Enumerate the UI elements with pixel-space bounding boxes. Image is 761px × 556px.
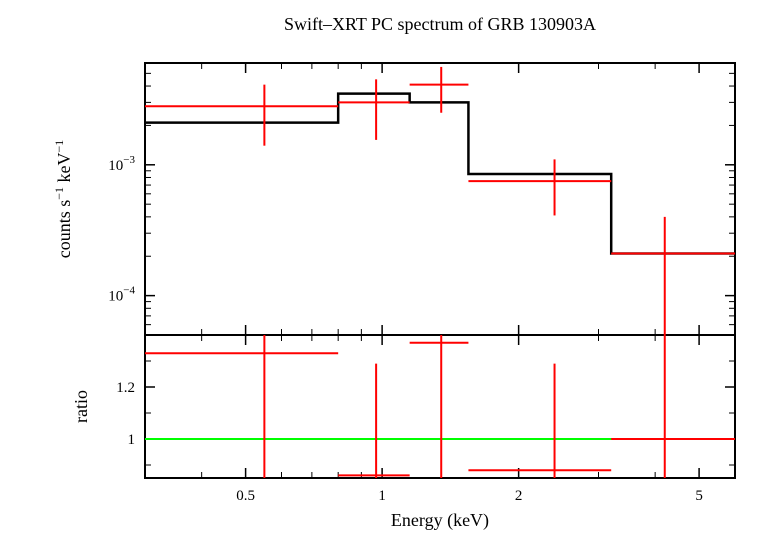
y-axis-label-bottom: ratio <box>71 390 91 423</box>
top-data-group <box>145 67 735 364</box>
bottom-data-group <box>145 192 735 556</box>
x-axis-label: Energy (keV) <box>391 510 489 531</box>
y-axis-label-top: counts s−1 keV−1 <box>52 140 74 259</box>
y-tick-label-top: 10−3 <box>108 154 135 174</box>
y-tick-label-top: 10−4 <box>108 285 135 305</box>
x-tick-label: 5 <box>695 488 703 504</box>
chart-title: Swift–XRT PC spectrum of GRB 130903A <box>284 14 596 34</box>
x-tick-label: 0.5 <box>236 488 255 504</box>
spectrum-chart: Swift–XRT PC spectrum of GRB 130903A 0.5 1… <box>0 0 761 556</box>
y-tick-label-bottom: 1.2 <box>116 380 135 396</box>
model-step-line <box>145 94 735 254</box>
y-tick-label-bottom: 1 <box>128 432 136 448</box>
x-tick-label: 2 <box>515 488 523 504</box>
bottom-panel-frame <box>145 335 735 478</box>
chart-container: Swift–XRT PC spectrum of GRB 130903A 0.5 1… <box>0 0 761 556</box>
top-panel-frame <box>145 63 735 335</box>
x-tick-label: 1 <box>378 488 386 504</box>
